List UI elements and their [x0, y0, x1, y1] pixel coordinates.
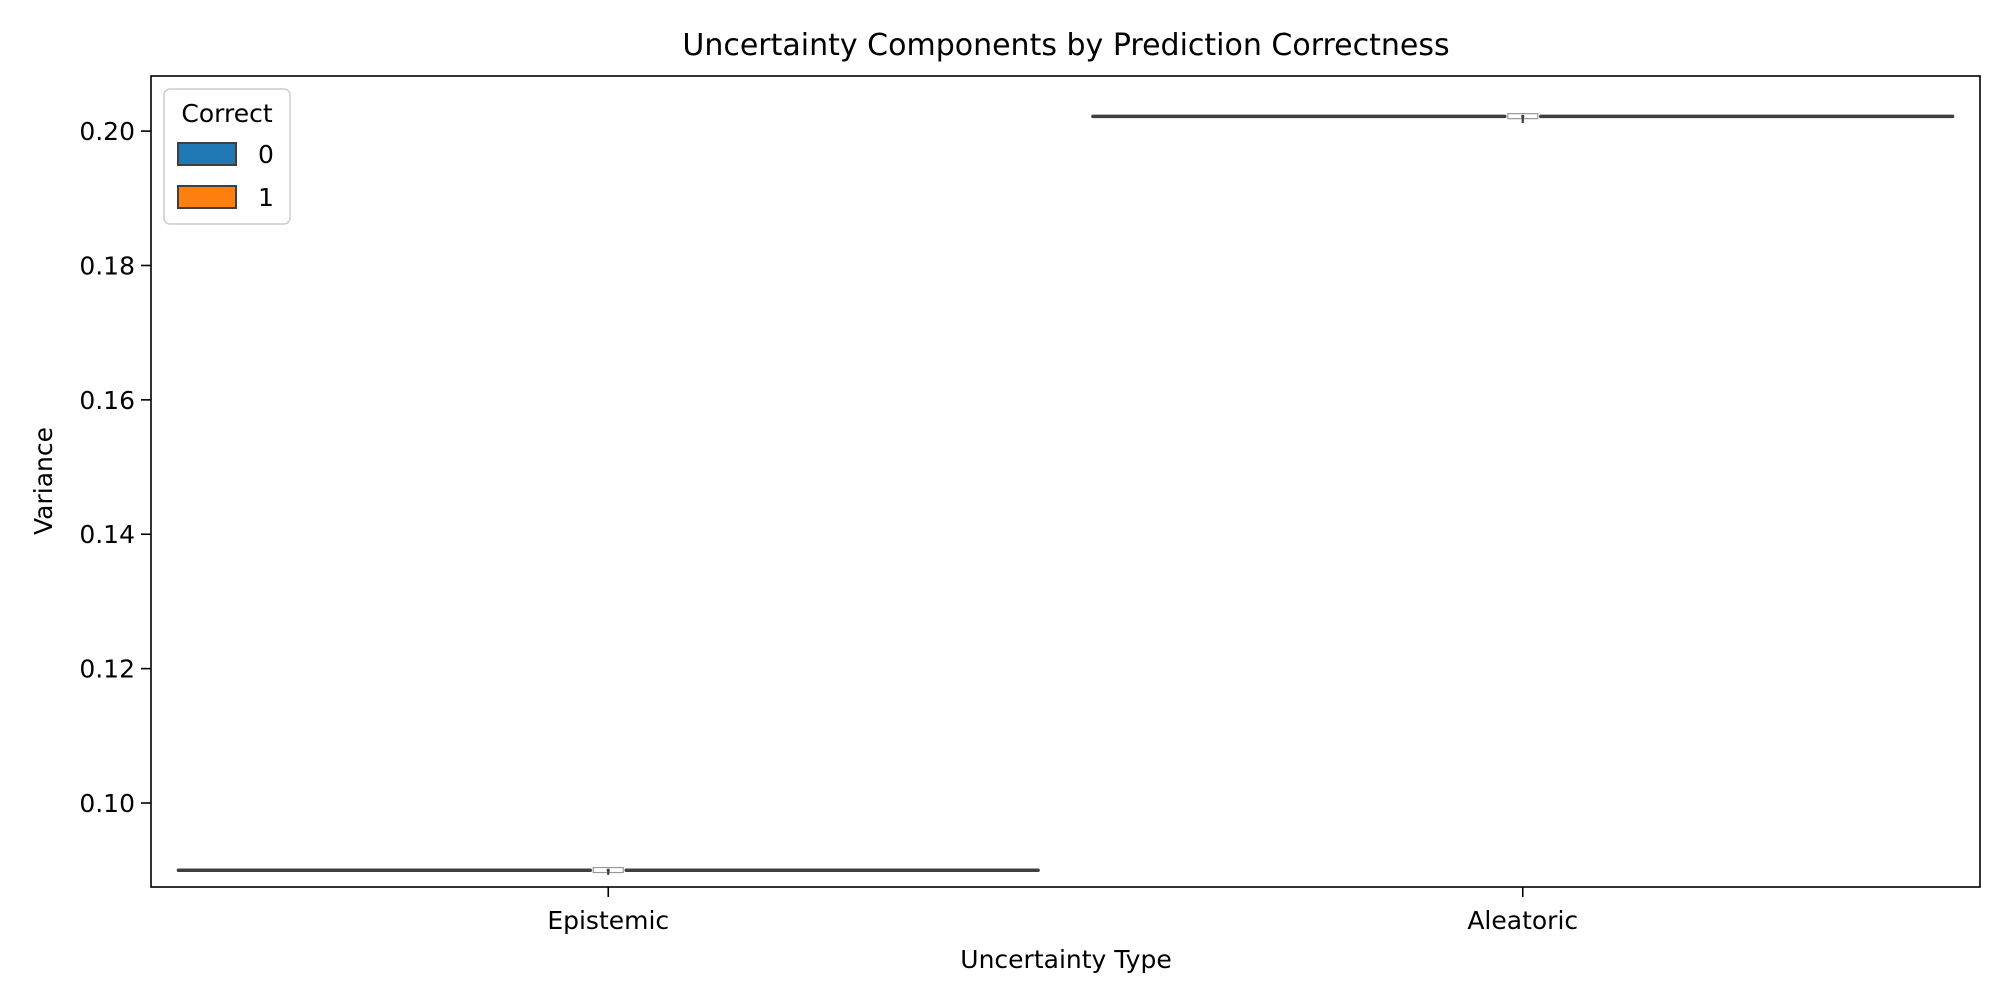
legend-title: Correct [181, 99, 272, 128]
x-axis: Epistemic Aleatoric [547, 887, 1578, 935]
chart-title: Uncertainty Components by Prediction Cor… [682, 28, 1449, 63]
y-tick-label: 0.10 [79, 789, 135, 818]
y-tick-label: 0.12 [79, 655, 135, 684]
y-axis-label: Variance [29, 427, 58, 535]
legend: Correct 0 1 [163, 88, 291, 225]
y-tick-label: 0.18 [79, 251, 135, 280]
axes-frame [150, 75, 1981, 888]
x-tick-label: Epistemic [547, 906, 669, 935]
y-tick-label: 0.20 [79, 117, 135, 146]
y-tick-label: 0.16 [79, 386, 135, 415]
legend-swatch-1 [177, 185, 237, 209]
x-axis-label: Uncertainty Type [960, 945, 1171, 974]
median-marker [606, 868, 610, 872]
y-tick-label: 0.14 [79, 520, 135, 549]
legend-swatch-0 [177, 142, 237, 166]
y-axis: 0.10 0.12 0.14 0.16 0.18 0.20 [79, 117, 151, 818]
median-marker [1521, 114, 1525, 118]
legend-label-1: 1 [258, 183, 274, 212]
plot-area [176, 113, 1955, 875]
legend-label-0: 0 [258, 140, 274, 169]
x-tick-label: Aleatoric [1467, 906, 1578, 935]
